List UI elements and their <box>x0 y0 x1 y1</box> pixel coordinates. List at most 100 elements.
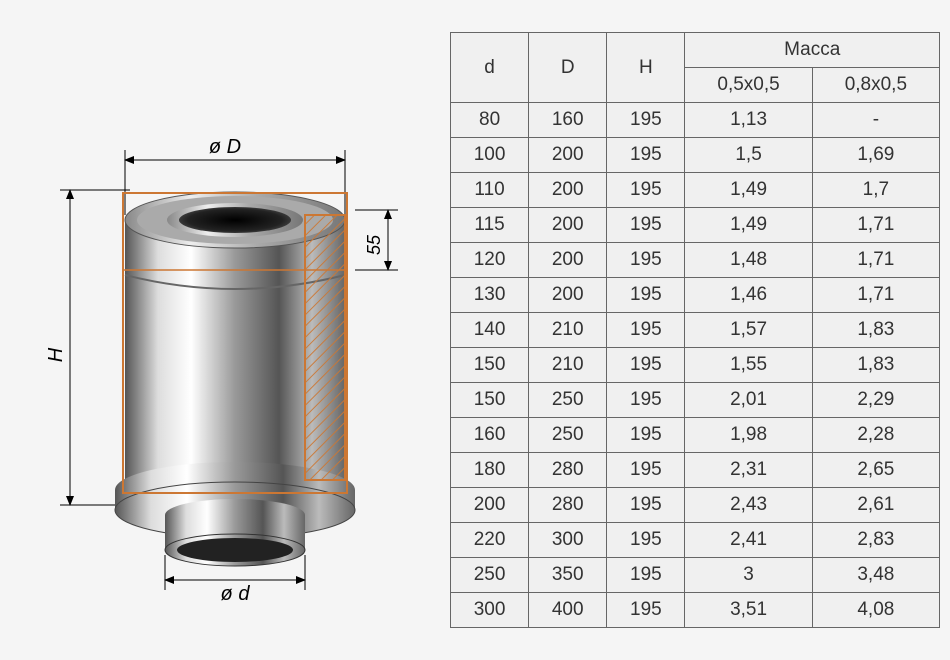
col-mass2: 0,8x0,5 <box>812 68 939 103</box>
spec-table-area: d D H Масса 0,5x0,5 0,8x0,5 801601951,13… <box>450 32 940 628</box>
table-cell: 250 <box>451 558 529 593</box>
table-cell: 195 <box>607 418 685 453</box>
table-cell: 2,29 <box>812 383 939 418</box>
technical-diagram: ø D H 55 <box>10 55 430 605</box>
label-D: ø D <box>209 136 241 158</box>
table-cell: 195 <box>607 103 685 138</box>
main-container: ø D H 55 <box>10 32 940 628</box>
table-cell: 195 <box>607 313 685 348</box>
table-row: 1502501952,012,29 <box>451 383 940 418</box>
table-cell: 195 <box>607 243 685 278</box>
table-cell: 195 <box>607 173 685 208</box>
table-cell: 2,28 <box>812 418 939 453</box>
table-row: 1152001951,491,71 <box>451 208 940 243</box>
table-cell: 180 <box>451 453 529 488</box>
table-cell: 150 <box>451 348 529 383</box>
table-cell: 100 <box>451 138 529 173</box>
table-row: 2002801952,432,61 <box>451 488 940 523</box>
table-cell: 4,08 <box>812 593 939 628</box>
col-mass-group: Масса <box>685 33 940 68</box>
table-cell: 195 <box>607 593 685 628</box>
table-cell: 195 <box>607 278 685 313</box>
table-row: 1602501951,982,28 <box>451 418 940 453</box>
table-cell: 195 <box>607 523 685 558</box>
table-cell: 1,13 <box>685 103 812 138</box>
table-cell: 1,55 <box>685 348 812 383</box>
label-H: H <box>45 347 67 362</box>
table-cell: 2,01 <box>685 383 812 418</box>
table-cell: 80 <box>451 103 529 138</box>
table-cell: 120 <box>451 243 529 278</box>
col-d: d <box>451 33 529 103</box>
table-cell: 160 <box>451 418 529 453</box>
table-body: 801601951,13-1002001951,51,691102001951,… <box>451 103 940 628</box>
table-cell: 1,69 <box>812 138 939 173</box>
table-cell: 200 <box>529 208 607 243</box>
table-cell: 3 <box>685 558 812 593</box>
table-cell: 195 <box>607 138 685 173</box>
table-cell: 195 <box>607 383 685 418</box>
table-cell: 250 <box>529 383 607 418</box>
table-cell: 2,43 <box>685 488 812 523</box>
table-row: 3004001953,514,08 <box>451 593 940 628</box>
table-cell: 250 <box>529 418 607 453</box>
table-cell: 2,31 <box>685 453 812 488</box>
table-cell: 300 <box>529 523 607 558</box>
table-row: 25035019533,48 <box>451 558 940 593</box>
table-cell: 200 <box>529 173 607 208</box>
table-cell: 110 <box>451 173 529 208</box>
table-row: 1102001951,491,7 <box>451 173 940 208</box>
table-cell: 1,83 <box>812 348 939 383</box>
table-row: 1202001951,481,71 <box>451 243 940 278</box>
table-cell: 350 <box>529 558 607 593</box>
table-cell: 195 <box>607 348 685 383</box>
table-cell: 2,65 <box>812 453 939 488</box>
table-cell: 1,98 <box>685 418 812 453</box>
table-row: 1802801952,312,65 <box>451 453 940 488</box>
table-cell: 200 <box>529 138 607 173</box>
table-cell: 1,46 <box>685 278 812 313</box>
table-cell: 1,71 <box>812 208 939 243</box>
table-row: 2203001952,412,83 <box>451 523 940 558</box>
table-cell: 210 <box>529 348 607 383</box>
col-mass1: 0,5x0,5 <box>685 68 812 103</box>
table-cell: 1,7 <box>812 173 939 208</box>
table-cell: 160 <box>529 103 607 138</box>
label-d: ø d <box>221 583 251 605</box>
table-cell: 195 <box>607 488 685 523</box>
table-cell: 1,71 <box>812 278 939 313</box>
table-row: 1002001951,51,69 <box>451 138 940 173</box>
table-row: 1402101951,571,83 <box>451 313 940 348</box>
table-cell: 3,48 <box>812 558 939 593</box>
table-cell: 140 <box>451 313 529 348</box>
table-header-row-1: d D H Масса <box>451 33 940 68</box>
label-55: 55 <box>364 234 384 255</box>
table-cell: 2,61 <box>812 488 939 523</box>
col-H: H <box>607 33 685 103</box>
table-cell: 1,48 <box>685 243 812 278</box>
table-cell: 1,49 <box>685 173 812 208</box>
table-row: 1302001951,461,71 <box>451 278 940 313</box>
table-cell: 280 <box>529 453 607 488</box>
table-row: 1502101951,551,83 <box>451 348 940 383</box>
table-cell: - <box>812 103 939 138</box>
table-row: 801601951,13- <box>451 103 940 138</box>
table-cell: 1,49 <box>685 208 812 243</box>
table-cell: 115 <box>451 208 529 243</box>
table-cell: 150 <box>451 383 529 418</box>
table-cell: 1,57 <box>685 313 812 348</box>
col-D: D <box>529 33 607 103</box>
table-cell: 200 <box>529 278 607 313</box>
table-cell: 195 <box>607 558 685 593</box>
spec-table: d D H Масса 0,5x0,5 0,8x0,5 801601951,13… <box>450 32 940 628</box>
table-cell: 195 <box>607 208 685 243</box>
table-cell: 300 <box>451 593 529 628</box>
table-cell: 1,83 <box>812 313 939 348</box>
table-cell: 1,71 <box>812 243 939 278</box>
table-cell: 200 <box>451 488 529 523</box>
table-cell: 2,83 <box>812 523 939 558</box>
table-cell: 130 <box>451 278 529 313</box>
table-cell: 3,51 <box>685 593 812 628</box>
table-cell: 400 <box>529 593 607 628</box>
table-cell: 220 <box>451 523 529 558</box>
